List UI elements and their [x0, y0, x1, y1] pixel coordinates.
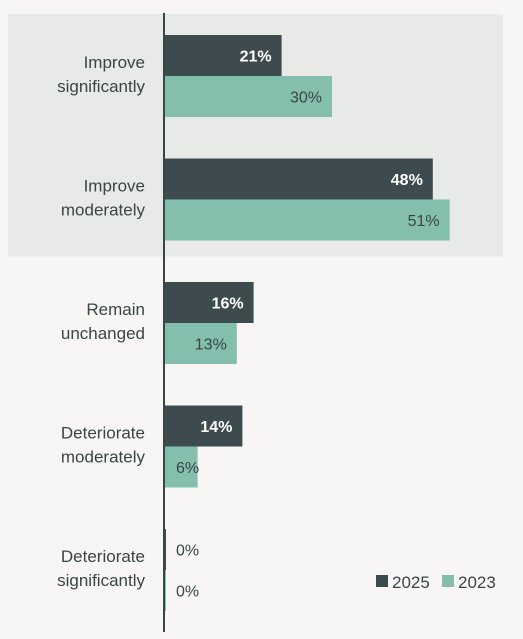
category-label: Remain unchanged [61, 300, 145, 343]
legend-label-2025: 2025 [392, 573, 430, 592]
data-label: 0% [176, 543, 199, 560]
legend-swatch-2025 [376, 575, 388, 587]
bar-2025 [164, 158, 433, 200]
category-label: Deteriorate significantly [57, 547, 145, 590]
bar-2025 [164, 405, 243, 447]
category-label-line: moderately [61, 201, 146, 220]
category-label-line: Improve [84, 177, 145, 196]
category-label-line: significantly [57, 77, 145, 96]
category-label-line: Remain [86, 300, 145, 319]
bar-2023 [164, 76, 332, 117]
data-label: 6% [176, 460, 199, 477]
bar-2025 [164, 282, 254, 323]
data-label: 0% [176, 584, 199, 601]
data-label: 13% [195, 337, 227, 354]
category-label-line: moderately [61, 448, 146, 467]
legend-swatch-2023 [442, 575, 454, 587]
category-label-line: Improve [84, 53, 145, 72]
data-label: 30% [290, 90, 322, 107]
data-label: 51% [408, 213, 440, 230]
category-label-line: Deteriorate [61, 547, 145, 566]
category-label-line: unchanged [61, 324, 145, 343]
category-label: Deteriorate moderately [61, 424, 146, 467]
bar-2023 [164, 323, 237, 364]
data-label: 48% [391, 172, 423, 189]
category-label-line: Deteriorate [61, 424, 145, 443]
legend-label-2023: 2023 [458, 573, 496, 592]
category-label: Improve moderately [61, 177, 146, 220]
category-label-line: significantly [57, 571, 145, 590]
data-label: 16% [212, 296, 244, 313]
bar-2023 [164, 199, 450, 241]
bar-2025 [164, 35, 282, 76]
data-label: 21% [240, 49, 272, 66]
data-label: 14% [200, 419, 232, 436]
category-label: Improve significantly [57, 53, 145, 96]
bar-2023 [164, 446, 198, 488]
